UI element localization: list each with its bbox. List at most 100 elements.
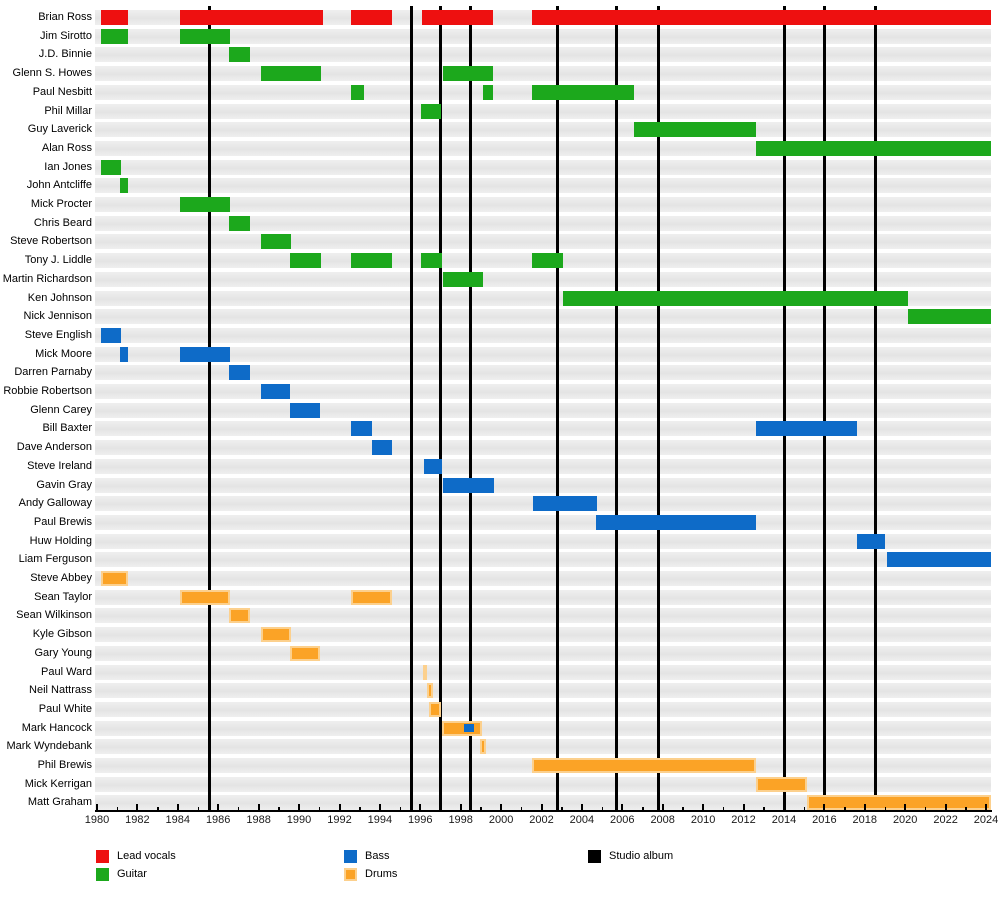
axis-tick-label: 1984 bbox=[165, 814, 191, 826]
row-stripe bbox=[95, 739, 991, 755]
x-axis-line bbox=[95, 810, 992, 812]
member-bar bbox=[179, 28, 231, 44]
member-bar bbox=[463, 724, 474, 733]
member-label: Ken Johnson bbox=[27, 291, 92, 304]
member-label: Mick Kerrigan bbox=[24, 777, 92, 790]
axis-major-tick bbox=[338, 804, 341, 810]
axis-minor-tick bbox=[763, 807, 765, 810]
member-label: Paul Ward bbox=[41, 665, 92, 678]
axis-minor-tick bbox=[682, 807, 684, 810]
member-bar bbox=[424, 458, 443, 474]
album-line bbox=[207, 6, 211, 811]
row-stripe bbox=[95, 346, 991, 362]
member-bar bbox=[350, 84, 364, 100]
axis-minor-tick bbox=[480, 807, 482, 810]
member-bar bbox=[755, 776, 808, 792]
member-bar bbox=[532, 84, 635, 100]
member-bar bbox=[427, 683, 434, 699]
member-label: Gary Young bbox=[34, 646, 93, 659]
member-bar bbox=[371, 440, 392, 456]
member-bar bbox=[350, 421, 372, 437]
axis-tick-label: 2018 bbox=[852, 814, 878, 826]
row-stripe bbox=[95, 701, 991, 717]
axis-minor-tick bbox=[844, 807, 846, 810]
row-stripe bbox=[95, 384, 991, 399]
axis-minor-tick bbox=[278, 807, 280, 810]
member-bar bbox=[179, 197, 231, 212]
member-label: Guy Laverick bbox=[27, 123, 92, 136]
member-label: Nick Jennison bbox=[23, 310, 92, 323]
member-label: Paul White bbox=[38, 702, 92, 715]
member-label: Jim Sirotto bbox=[40, 29, 92, 42]
member-bar bbox=[179, 346, 231, 362]
album-line bbox=[822, 6, 826, 811]
row-stripe bbox=[95, 28, 991, 44]
member-bar bbox=[755, 140, 992, 156]
axis-minor-tick bbox=[642, 807, 644, 810]
member-label: J.D. Binnie bbox=[38, 48, 92, 61]
member-bar bbox=[101, 571, 129, 586]
x-axis: 1980 1982 1984 1986 1988 1990 1992 1994 1996 1998… bbox=[85, 804, 998, 826]
row-stripe bbox=[95, 552, 991, 568]
member-label: Liam Ferguson bbox=[18, 553, 92, 566]
row-stripe bbox=[95, 720, 991, 736]
row-stripe bbox=[95, 589, 991, 605]
row-stripe bbox=[95, 159, 991, 175]
axis-major-tick bbox=[257, 804, 260, 810]
member-bar bbox=[179, 589, 231, 605]
member-bar bbox=[421, 253, 443, 269]
member-label: Matt Graham bbox=[27, 796, 92, 809]
member-label: Sean Taylor bbox=[34, 590, 92, 603]
member-label: Glenn Carey bbox=[30, 403, 92, 416]
axis-tick-label: 1998 bbox=[448, 814, 473, 826]
axis-major-tick bbox=[298, 804, 300, 810]
member-label: Tony J. Liddle bbox=[24, 254, 92, 267]
axis-minor-tick bbox=[803, 807, 806, 810]
axis-minor-tick bbox=[722, 807, 725, 810]
axis-tick-label: 1992 bbox=[327, 814, 352, 826]
member-bar bbox=[423, 664, 428, 680]
member-label: Andy Galloway bbox=[18, 497, 92, 510]
legend-label: Guitar bbox=[117, 868, 147, 880]
legend-label: Studio album bbox=[609, 850, 674, 862]
axis-major-tick bbox=[944, 804, 947, 810]
axis-major-tick bbox=[459, 804, 462, 810]
member-bar bbox=[101, 327, 122, 343]
axis-tick-label: 2012 bbox=[731, 814, 756, 826]
row-stripe bbox=[95, 47, 991, 63]
axis-major-tick bbox=[580, 804, 583, 810]
member-bar bbox=[442, 271, 483, 287]
axis-tick-label: 1982 bbox=[125, 814, 150, 826]
row-stripe bbox=[95, 271, 991, 287]
member-label: Mark Wyndebank bbox=[6, 740, 93, 753]
album-line bbox=[556, 6, 560, 811]
member-bar bbox=[290, 253, 322, 269]
axis-tick-label: 2008 bbox=[650, 814, 675, 826]
member-label: Steve English bbox=[24, 328, 92, 341]
axis-tick-label: 1988 bbox=[246, 814, 271, 826]
member-bar bbox=[229, 215, 251, 231]
member-label: Steve Abbey bbox=[30, 572, 92, 584]
axis-major-tick bbox=[661, 804, 664, 810]
member-label: Phil Brewis bbox=[37, 759, 92, 771]
member-label: Phil Millar bbox=[44, 104, 92, 117]
member-bar bbox=[532, 253, 563, 269]
member-bar bbox=[532, 10, 991, 25]
album-line bbox=[439, 6, 442, 811]
axis-minor-tick bbox=[520, 807, 523, 810]
member-bar bbox=[229, 47, 251, 63]
member-label: Steve Ireland bbox=[27, 459, 92, 472]
member-bar bbox=[429, 701, 442, 717]
row-stripe bbox=[95, 664, 991, 680]
legend-label: Lead vocals bbox=[117, 850, 176, 862]
member-label: Bill Baxter bbox=[42, 422, 92, 435]
axis-tick-label: 1996 bbox=[408, 814, 433, 826]
member-label: Paul Brewis bbox=[33, 515, 92, 528]
axis-major-tick bbox=[176, 804, 179, 810]
axis-major-tick bbox=[904, 804, 907, 810]
member-label: Neil Nattrass bbox=[29, 684, 92, 697]
row-stripe bbox=[95, 608, 991, 624]
member-bar bbox=[755, 421, 857, 437]
row-stripe bbox=[95, 103, 991, 119]
member-bar bbox=[856, 533, 885, 549]
